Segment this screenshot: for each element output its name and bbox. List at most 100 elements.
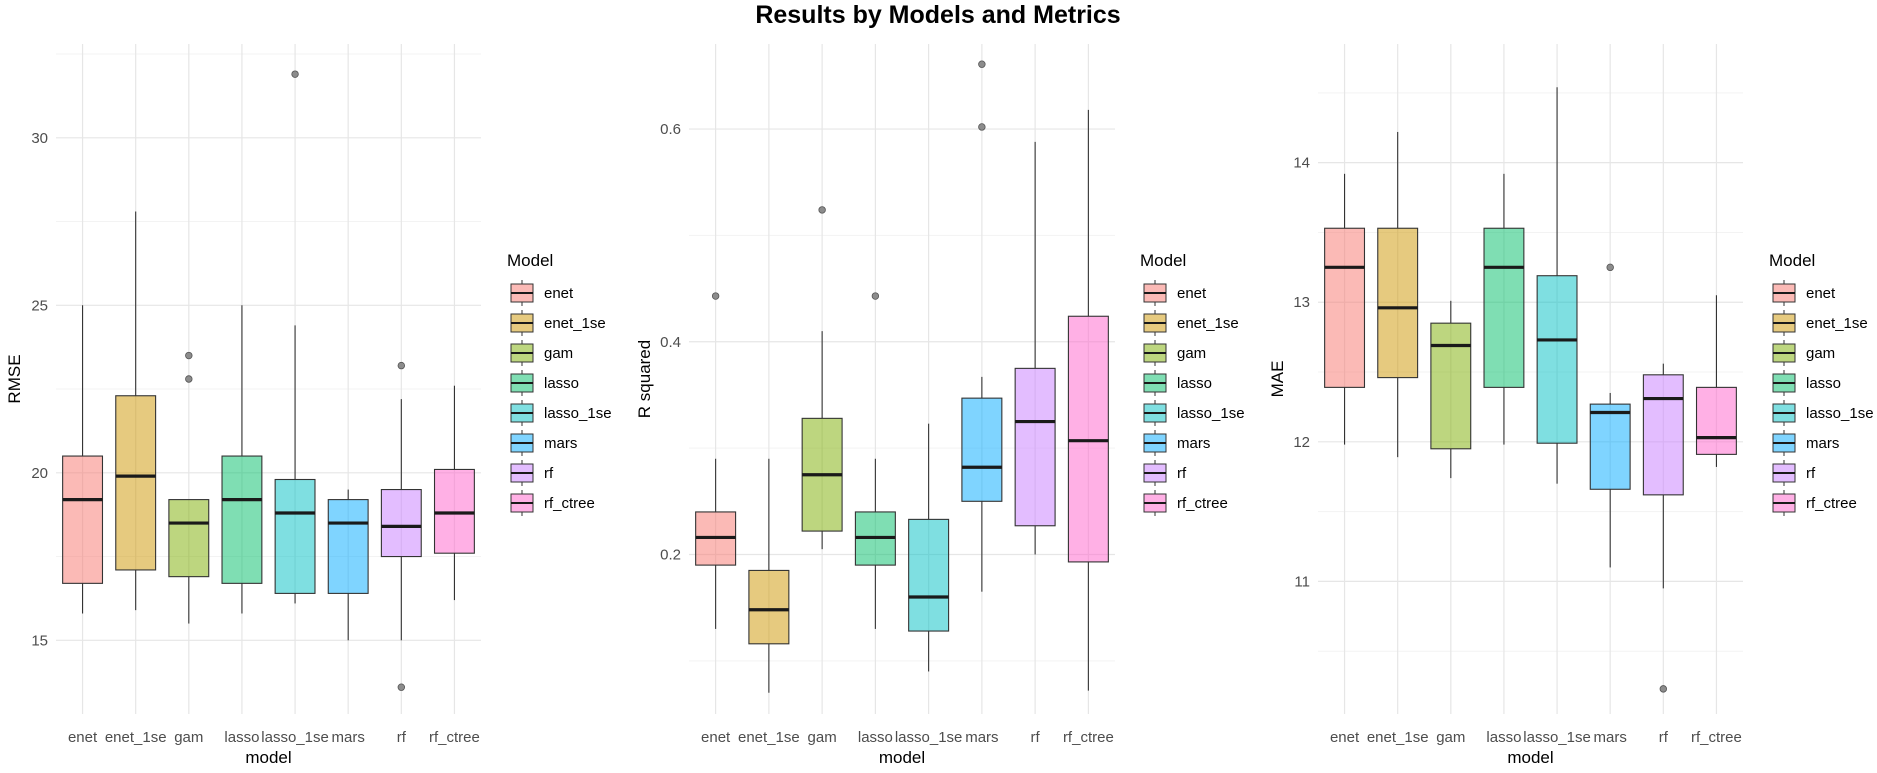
x-tick-label: rf [1031,729,1041,746]
legend-item-enet_1se: enet_1se [1772,310,1868,336]
box-iqr [380,488,422,558]
box-mars [327,489,369,641]
legend-label: rf [544,465,554,482]
box-rf [380,361,422,691]
y-tick-label: 0.2 [660,546,681,563]
x-tick-label: rf [397,729,407,746]
box-lasso [854,292,896,629]
x-tick-label: lasso_1se [261,729,329,746]
x-axis-label: model [245,748,291,767]
x-tick-label: rf_ctree [1691,729,1742,746]
legend-label: lasso [544,375,579,392]
legend-label: rf_ctree [1806,495,1857,512]
legend-label: enet_1se [544,315,606,332]
legend-label: mars [1177,435,1210,452]
box-iqr [908,518,950,632]
box-enet_1se [1377,131,1419,458]
x-tick-label: rf_ctree [429,729,480,746]
legend-label: rf_ctree [1177,495,1228,512]
outlier-point [711,292,720,300]
legend-label: enet [1806,285,1836,302]
box-gam [1430,300,1472,479]
legend-item-mars: mars [1143,430,1210,456]
box-iqr [1695,386,1737,455]
legend-label: enet_1se [1806,315,1868,332]
outlier-point [978,123,986,131]
box-enet [62,305,104,614]
box-iqr [961,397,1003,502]
box-iqr [1377,227,1419,379]
box-enet_1se [115,211,157,611]
legend-item-rf: rf [510,460,554,486]
y-tick-label: 14 [1293,155,1310,172]
x-tick-label: mars [1594,729,1627,746]
y-tick-label: 12 [1293,434,1310,451]
outlier-point [818,206,826,214]
y-tick-label: 11 [1294,573,1310,590]
y-tick-label: 20 [31,465,48,482]
x-tick-label: enet_1se [738,729,800,746]
outlier-point [1659,685,1668,693]
y-tick-label: 30 [31,130,48,147]
legend-title: Model [507,251,553,270]
box-rf_ctree [433,385,475,601]
x-tick-label: lasso_1se [895,729,963,746]
y-tick-label: 0.4 [660,334,681,351]
legend-label: gam [1177,345,1206,362]
legend-item-gam: gam [1772,340,1835,366]
chart-title: Results by Models and Metrics [755,1,1120,29]
legend-item-gam: gam [1143,340,1206,366]
box-iqr [115,395,157,571]
x-tick-label: rf [1659,729,1669,746]
x-tick-label: mars [332,729,365,746]
x-tick-label: lasso [1486,729,1521,746]
y-axis-label: RMSE [5,354,24,403]
outlier-point [185,375,193,383]
box-mars [961,60,1003,592]
box-iqr [748,569,790,645]
legend-item-lasso: lasso [510,370,579,396]
y-tick-label: 15 [31,632,48,649]
box-iqr [1324,227,1366,388]
x-tick-label: enet [68,729,98,746]
box-iqr [62,455,104,584]
legend-label: lasso_1se [544,405,612,422]
legend-item-enet: enet [510,280,574,306]
outlier-point [871,292,880,300]
box-rf [1642,363,1684,693]
box-lasso_1se [908,423,950,672]
legend-item-enet_1se: enet_1se [510,310,606,336]
outlier-point [185,351,193,360]
legend-item-lasso: lasso [1143,370,1212,396]
x-tick-label: lasso [224,729,259,746]
box-gam [801,206,843,550]
box-iqr [327,499,369,594]
legend-label: lasso_1se [1806,405,1874,422]
y-tick-label: 13 [1293,294,1310,311]
x-tick-label: lasso [858,729,893,746]
x-tick-label: gam [808,729,837,746]
legend-label: rf [1806,465,1816,482]
legend-label: gam [544,345,573,362]
box-iqr [168,499,210,578]
outlier-point [978,60,986,68]
legend-item-lasso_1se: lasso_1se [510,400,612,426]
x-tick-label: enet_1se [105,729,167,746]
box-iqr [1642,374,1684,496]
legend-label: gam [1806,345,1835,362]
legend-item-rf_ctree: rf_ctree [1143,490,1228,516]
legend-item-enet: enet [1143,280,1207,306]
y-axis-label: R squared [635,340,654,418]
box-enet [695,292,737,629]
box-rf [1014,141,1056,555]
outlier-point [397,683,406,691]
box-rf_ctree [1067,109,1109,691]
box-mars [1589,263,1631,568]
box-lasso_1se [1536,87,1578,484]
x-tick-label: enet_1se [1367,729,1429,746]
legend-label: lasso_1se [1177,405,1245,422]
